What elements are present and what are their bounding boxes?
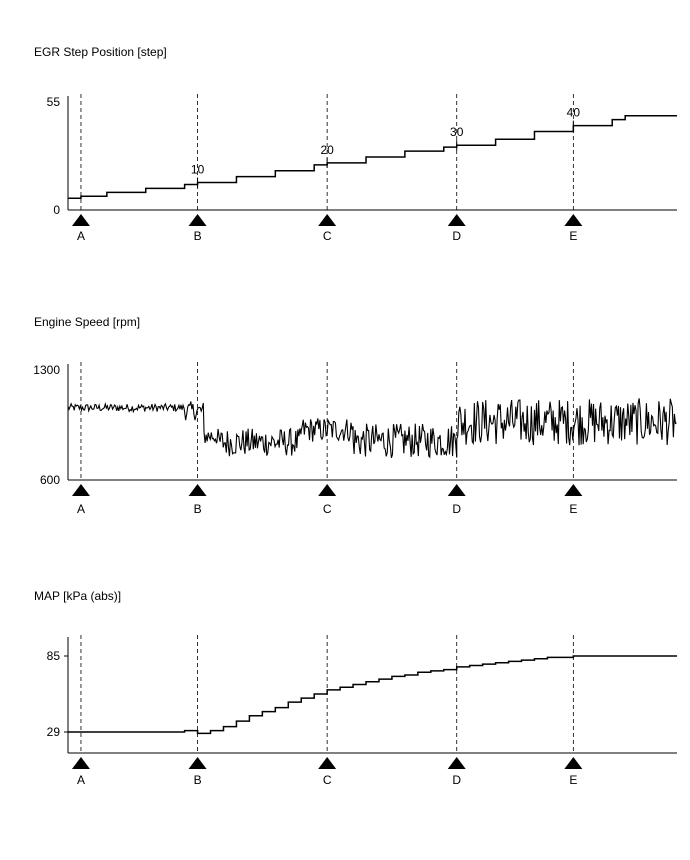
marker-triangle [318, 214, 337, 226]
marker-label: C [323, 229, 332, 243]
marker-label: A [77, 773, 85, 787]
y-tick-label: 29 [47, 725, 61, 739]
marker-triangle [318, 484, 337, 496]
annotation-label: 20 [320, 143, 334, 157]
marker-label: A [77, 229, 85, 243]
marker-triangle [188, 484, 207, 496]
y-tick-label: 600 [40, 473, 60, 487]
y-tick-label: 1300 [33, 363, 60, 377]
marker-triangle [188, 214, 207, 226]
annotation-label: 40 [567, 106, 581, 120]
chart-title: Engine Speed [rpm] [34, 315, 140, 329]
chart-title: EGR Step Position [step] [34, 45, 167, 59]
marker-label: E [569, 229, 577, 243]
marker-triangle [564, 214, 583, 226]
marker-triangle [447, 757, 466, 769]
marker-label: B [194, 502, 202, 516]
marker-label: B [194, 773, 202, 787]
series-line [68, 114, 677, 199]
marker-label: D [452, 773, 461, 787]
marker-triangle [71, 757, 90, 769]
marker-label: E [569, 502, 577, 516]
marker-triangle [447, 484, 466, 496]
marker-triangle [564, 757, 583, 769]
annotation-label: 30 [450, 125, 464, 139]
marker-label: D [452, 502, 461, 516]
series-line [68, 655, 677, 735]
marker-label: D [452, 229, 461, 243]
marker-triangle [188, 757, 207, 769]
marker-triangle [71, 484, 90, 496]
series-line [67, 398, 677, 459]
marker-triangle [318, 757, 337, 769]
marker-label: B [194, 229, 202, 243]
y-tick-label: 0 [53, 203, 60, 217]
chart-title: MAP [kPa (abs)] [34, 589, 121, 603]
marker-label: C [323, 773, 332, 787]
marker-label: C [323, 502, 332, 516]
marker-label: A [77, 502, 85, 516]
y-tick-label: 55 [47, 95, 61, 109]
marker-triangle [564, 484, 583, 496]
annotation-label: 10 [191, 163, 205, 177]
marker-label: E [569, 773, 577, 787]
marker-triangle [71, 214, 90, 226]
y-tick-label: 85 [47, 649, 61, 663]
marker-triangle [447, 214, 466, 226]
